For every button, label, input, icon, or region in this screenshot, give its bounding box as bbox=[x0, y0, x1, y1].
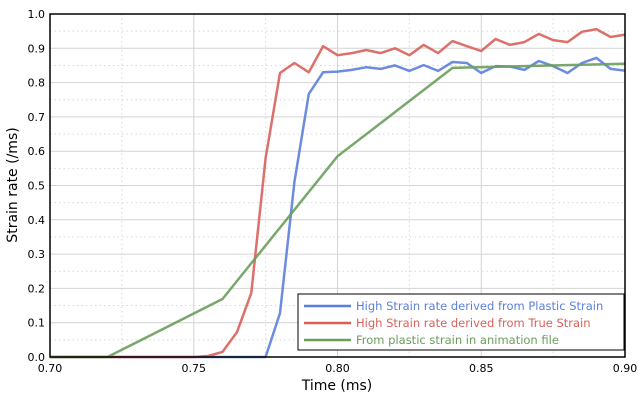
legend-label-2: High Strain rate derived from True Strai… bbox=[356, 316, 591, 330]
tick-labels: 0.0 0.1 0.2 0.3 0.4 0.5 0.6 0.7 0.8 0.9 1.0 0.70 0.7… bbox=[28, 8, 638, 375]
y-tick-label: 0.9 bbox=[28, 42, 46, 55]
legend-label-3: From plastic strain in animation file bbox=[356, 333, 559, 347]
legend-label-1: High Strain rate derived from Plastic St… bbox=[356, 299, 603, 313]
y-tick-label: 0.2 bbox=[28, 282, 46, 295]
x-tick-label: 0.70 bbox=[38, 362, 63, 375]
y-tick-label: 0.5 bbox=[28, 180, 46, 193]
y-tick-label: 0.0 bbox=[28, 351, 46, 364]
y-tick-label: 0.1 bbox=[28, 317, 46, 330]
x-tick-label: 0.90 bbox=[613, 362, 638, 375]
x-tick-label: 0.85 bbox=[469, 362, 494, 375]
x-axis-label: Time (ms) bbox=[301, 378, 373, 394]
x-tick-label: 0.80 bbox=[325, 362, 350, 375]
legend-box bbox=[297, 293, 625, 351]
y-tick-label: 0.6 bbox=[28, 145, 46, 158]
y-tick-label: 0.8 bbox=[28, 77, 46, 90]
plot-frame bbox=[49, 13, 626, 358]
x-tick-label: 0.75 bbox=[182, 362, 207, 375]
y-tick-label: 1.0 bbox=[28, 8, 46, 21]
y-tick-label: 0.7 bbox=[28, 111, 46, 124]
legend: High Strain rate derived from Plastic St… bbox=[297, 293, 625, 351]
y-tick-label: 0.3 bbox=[28, 248, 46, 261]
y-tick-label: 0.4 bbox=[28, 214, 46, 227]
y-axis-label: Strain rate (/ms) bbox=[5, 127, 21, 242]
